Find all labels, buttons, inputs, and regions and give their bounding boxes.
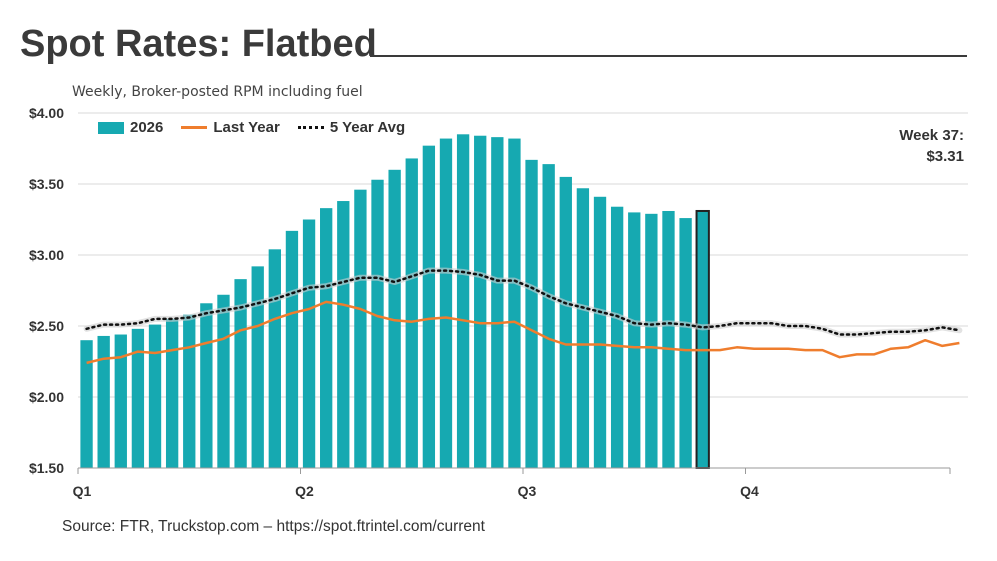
legend-swatch-bar xyxy=(98,121,124,134)
y-tick-label: $2.00 xyxy=(29,389,64,405)
x-tick-label: Q4 xyxy=(740,483,759,499)
y-tick-label: $1.50 xyxy=(29,460,64,476)
chart-legend: 2026 Last Year 5 Year Avg xyxy=(98,119,423,136)
bar xyxy=(491,137,504,468)
bar xyxy=(337,201,350,469)
y-tick-label: $4.00 xyxy=(29,105,64,121)
bar xyxy=(234,279,247,468)
legend-swatch-5yr-avg xyxy=(297,126,324,129)
bar xyxy=(97,335,110,468)
week-callout: Week 37: $3.31 xyxy=(899,125,964,167)
bar xyxy=(114,334,127,468)
bar xyxy=(645,213,658,468)
legend-item-5yr: 5 Year Avg xyxy=(297,119,406,136)
title-underline xyxy=(370,55,967,57)
legend-label-2026: 2026 xyxy=(130,119,164,136)
bar xyxy=(131,328,145,468)
bar xyxy=(576,188,590,468)
legend-item-2026: 2026 xyxy=(98,119,163,136)
bar xyxy=(422,145,436,468)
chart-subtitle: Weekly, Broker-posted RPM including fuel xyxy=(72,84,363,100)
bar xyxy=(217,294,230,468)
callout-value: $3.31 xyxy=(926,148,964,165)
legend-item-last-year: Last Year xyxy=(181,119,280,136)
bar xyxy=(148,324,162,468)
bar xyxy=(371,179,384,469)
bar xyxy=(183,314,196,468)
legend-label-last-year: Last Year xyxy=(213,119,280,136)
callout-week: Week 37: xyxy=(899,127,964,144)
legend-label-5yr-avg: 5 Year Avg xyxy=(329,119,406,136)
bar xyxy=(302,219,316,468)
page-title: Spot Rates: Flatbed xyxy=(20,23,377,65)
bar xyxy=(679,218,692,468)
last-year-line xyxy=(86,300,960,365)
bar xyxy=(439,138,453,468)
bar xyxy=(165,318,179,468)
bar xyxy=(695,209,710,469)
legend-swatch-last-year xyxy=(181,126,208,129)
source-note: Source: FTR, Truckstop.com – https://spo… xyxy=(62,518,485,535)
y-tick-label: $2.50 xyxy=(29,318,64,334)
y-tick-label: $3.50 xyxy=(29,176,64,192)
bar xyxy=(525,159,538,469)
bar xyxy=(456,134,470,469)
bar xyxy=(662,210,675,469)
bar xyxy=(268,249,281,468)
bar xyxy=(251,266,264,468)
bar xyxy=(542,164,555,468)
bar xyxy=(508,138,521,468)
bar xyxy=(474,135,487,468)
x-tick-label: Q1 xyxy=(73,483,92,499)
x-tick-label: Q3 xyxy=(518,483,537,499)
bar xyxy=(405,158,418,468)
x-tick-label: Q2 xyxy=(295,483,314,499)
bar xyxy=(200,303,213,468)
bar xyxy=(388,169,401,469)
five-year-avg-line xyxy=(85,269,961,336)
bar xyxy=(610,206,624,468)
bar xyxy=(628,212,641,468)
bar xyxy=(285,230,299,468)
y-tick-label: $3.00 xyxy=(29,247,64,263)
bar xyxy=(320,208,333,468)
bar xyxy=(593,196,607,468)
bar xyxy=(80,340,93,468)
bar xyxy=(559,176,572,468)
bar xyxy=(354,189,367,468)
